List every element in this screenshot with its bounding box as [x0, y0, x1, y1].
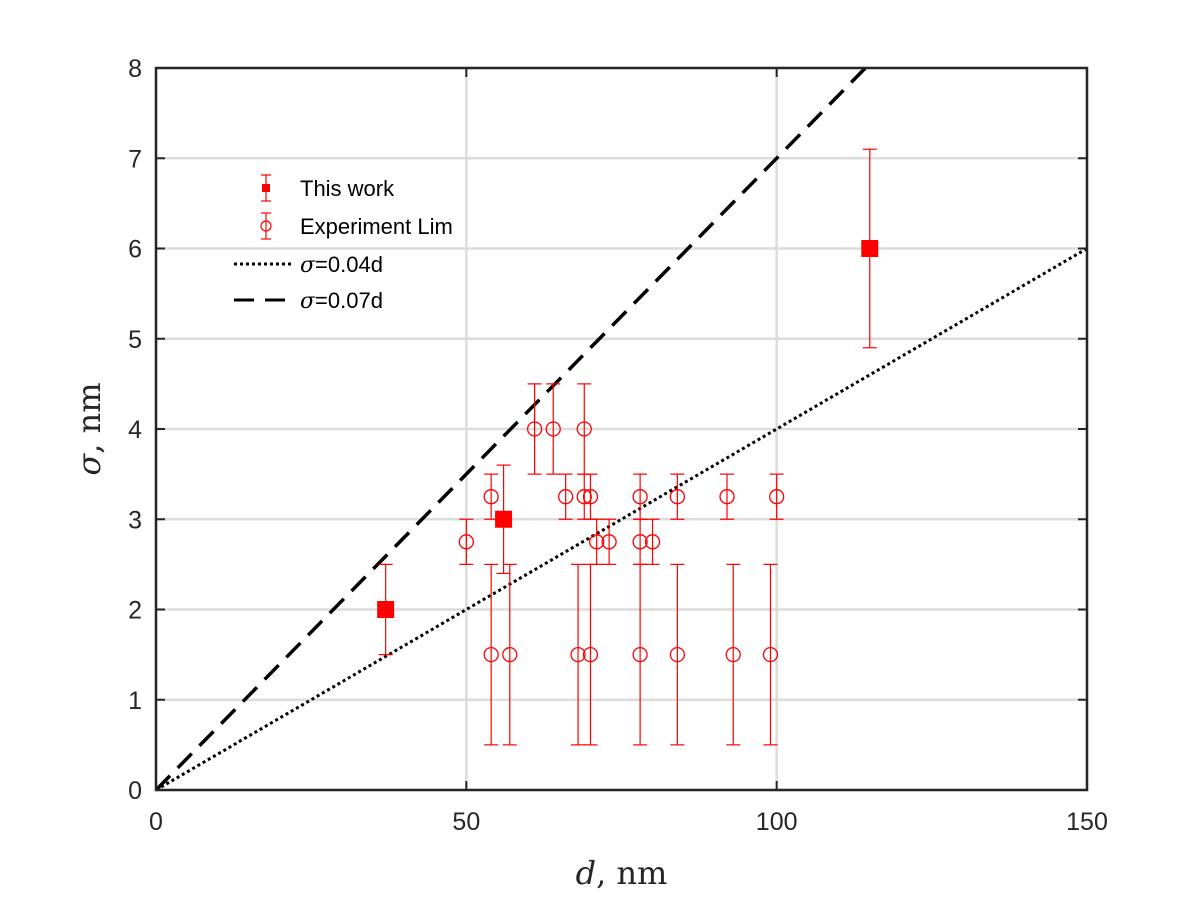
data-point [669, 563, 686, 746]
marker-circle [576, 421, 592, 437]
data-point [861, 148, 879, 349]
y-tick-label: 5 [128, 326, 142, 354]
marker-circle [545, 421, 561, 437]
x-axis-label: d, nm [576, 854, 668, 892]
legend-label-this-work: This work [300, 176, 395, 201]
y-tick-label: 4 [128, 416, 142, 444]
data-point [589, 518, 605, 565]
legend-entry-this-work: This work [261, 174, 395, 202]
reference-lines [154, 66, 1088, 792]
data-point [545, 383, 561, 475]
marker-circle [669, 646, 686, 663]
data-point [582, 563, 599, 746]
marker-circle [582, 646, 599, 663]
marker-circle [719, 489, 735, 505]
data-point [576, 473, 592, 520]
marker-circle [632, 489, 648, 505]
marker-circle [557, 489, 574, 505]
marker-circle [526, 421, 543, 437]
marker-circle [576, 489, 592, 505]
data-markers [377, 148, 879, 746]
data-point [601, 518, 617, 565]
tick-labels: 0 50 100 150 0 1 2 3 4 5 6 7 8 [128, 55, 1108, 836]
marker-circle [644, 534, 661, 550]
legend-label-experiment-lim: Experiment Lim [300, 214, 453, 239]
data-point [502, 563, 518, 746]
marker-square [861, 240, 879, 257]
marker-circle [725, 646, 741, 663]
axis-ticks [155, 67, 1088, 791]
data-point [582, 473, 599, 520]
x-tick-label: 0 [149, 808, 163, 836]
data-point [458, 518, 474, 565]
legend-label-sigma-007d: σ=0.07d [300, 288, 383, 314]
data-point [632, 563, 648, 746]
y-tick-label: 2 [128, 597, 142, 625]
y-tick-label: 1 [128, 687, 142, 715]
data-point [570, 563, 586, 746]
grid [154, 66, 1089, 792]
legend-marker [262, 184, 270, 192]
data-point [495, 464, 513, 575]
marker-circle [601, 534, 617, 550]
marker-circle [458, 534, 474, 550]
data-point [719, 473, 735, 520]
marker-circle [570, 646, 586, 663]
y-axis-label: σ, nm [70, 382, 108, 475]
x-tick-label: 50 [452, 808, 480, 836]
legend-symbol-filled-square [261, 174, 271, 202]
data-point [526, 383, 543, 475]
legend-marker [260, 220, 272, 232]
x-tick-label: 100 [756, 808, 798, 836]
y-tick-label: 6 [128, 236, 142, 264]
marker-circle [632, 646, 648, 663]
series-line [154, 66, 867, 792]
marker-circle [483, 489, 499, 505]
data-point [483, 473, 499, 520]
data-point [725, 563, 741, 746]
y-tick-label: 0 [128, 777, 142, 805]
data-point [769, 473, 785, 520]
y-tick-label: 7 [128, 145, 142, 173]
data-point [762, 563, 779, 746]
marker-circle [632, 534, 648, 550]
data-point [557, 473, 574, 520]
legend-symbol-open-circle [260, 212, 272, 240]
data-point [669, 473, 686, 520]
data-point [483, 563, 499, 746]
marker-circle [582, 489, 599, 505]
marker-circle [502, 646, 518, 663]
x-tick-label: 150 [1066, 808, 1108, 836]
marker-circle [769, 489, 785, 505]
marker-circle [483, 646, 499, 663]
legend-entry-experiment-lim: Experiment Lim [260, 212, 453, 240]
marker-circle [589, 534, 605, 550]
data-point [644, 518, 661, 565]
marker-circle [762, 646, 779, 663]
legend-label-sigma-004d: σ=0.04d [300, 252, 383, 278]
legend-entry-sigma-007d: σ=0.07d [234, 288, 383, 314]
marker-square [377, 601, 395, 618]
y-tick-label: 8 [128, 55, 142, 83]
y-tick-label: 3 [128, 506, 142, 534]
legend-entry-sigma-004d: σ=0.04d [234, 252, 383, 278]
legend: This work Experiment Lim σ=0.04d σ=0.07d [234, 174, 453, 314]
data-point [377, 563, 395, 656]
marker-circle [669, 489, 686, 505]
